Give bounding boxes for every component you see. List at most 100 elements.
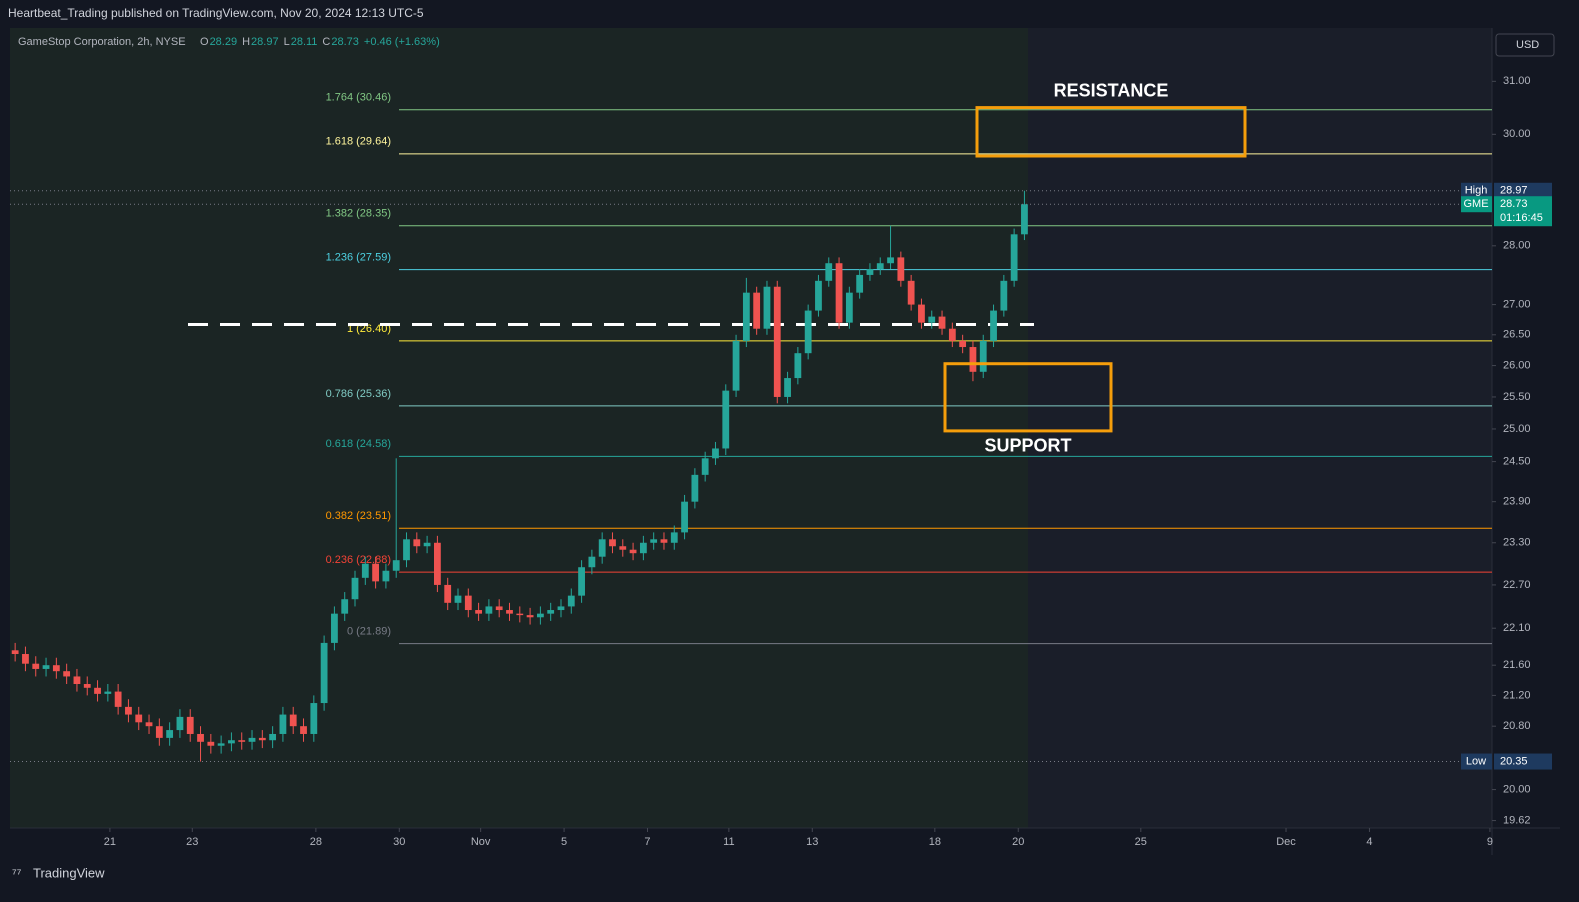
y-tick-label: 30.00 xyxy=(1503,128,1531,140)
candle-body xyxy=(1010,234,1018,281)
candle-body xyxy=(73,676,81,685)
candle-body xyxy=(536,613,544,618)
candle-body xyxy=(454,595,462,603)
fib-label: 0.618 (24.58) xyxy=(326,438,391,450)
candle-body xyxy=(269,733,277,741)
candle-body xyxy=(876,263,884,270)
ohlc-value: 28.97 xyxy=(251,36,279,48)
fib-label: 1.764 (30.46) xyxy=(326,92,391,104)
y-tick-label: 22.10 xyxy=(1503,622,1531,634)
candle-body xyxy=(279,714,287,734)
y-tick-label: 19.62 xyxy=(1503,814,1531,826)
ohlc-key: O xyxy=(200,36,209,48)
candle-body xyxy=(732,340,740,391)
candle-body xyxy=(887,257,894,264)
candle-body xyxy=(547,610,555,614)
tag-box xyxy=(1494,196,1552,227)
candle-body xyxy=(1021,204,1028,235)
candle-body xyxy=(969,347,977,372)
candle-body xyxy=(176,716,184,731)
candle-body xyxy=(52,665,60,672)
symbol: GameStop Corporation, 2h, NYSE xyxy=(18,36,186,48)
x-tick-label: 13 xyxy=(806,836,818,848)
candle-body xyxy=(104,691,112,694)
y-tick-label: 27.00 xyxy=(1503,298,1531,310)
x-tick-label: Nov xyxy=(471,836,491,848)
candle-body xyxy=(155,726,163,738)
y-tick-label: 20.00 xyxy=(1503,783,1531,795)
zone-box xyxy=(975,106,1247,158)
candle-body xyxy=(63,671,71,677)
candle-body xyxy=(567,595,575,607)
x-tick-label: 18 xyxy=(929,836,941,848)
candle-body xyxy=(42,665,50,669)
x-tick-label: 20 xyxy=(1012,836,1024,848)
tag-value: 28.73 xyxy=(1500,198,1528,210)
candle-body xyxy=(784,378,791,397)
change: +0.46 (+1.63%) xyxy=(364,36,440,48)
candle-body xyxy=(186,716,194,734)
candle-body xyxy=(392,560,400,571)
candle-body xyxy=(475,610,482,614)
zone-label: SUPPORT xyxy=(984,436,1071,456)
candle-body xyxy=(742,292,750,341)
ohlc-value: 28.73 xyxy=(331,36,359,48)
x-tick-label: Dec xyxy=(1276,836,1296,848)
fib-label: 1.618 (29.64) xyxy=(326,136,391,148)
y-tick-label: 28.00 xyxy=(1503,240,1531,252)
tag-box xyxy=(1494,753,1552,770)
candle-body xyxy=(609,539,616,547)
candle-body xyxy=(794,353,802,379)
candle-body xyxy=(825,263,833,281)
candle-body xyxy=(1000,280,1008,311)
candle-body xyxy=(948,328,956,341)
candle-body xyxy=(588,556,596,568)
fib-label: 0.786 (25.36) xyxy=(326,388,391,400)
currency[interactable]: USD xyxy=(1516,39,1539,51)
candle-body xyxy=(434,542,441,585)
ohlc-value: 28.29 xyxy=(210,36,238,48)
candle-body xyxy=(866,269,874,275)
candle-body xyxy=(763,286,771,329)
candle-body xyxy=(691,474,699,502)
ohlc-value: 28.11 xyxy=(291,36,318,48)
candle-body xyxy=(382,570,390,582)
x-tick-label: 23 xyxy=(186,836,198,848)
candle-body xyxy=(681,501,688,533)
tag-label-box xyxy=(1461,182,1492,199)
brand: TradingView xyxy=(33,865,105,880)
candle-body xyxy=(938,316,946,329)
candle-body xyxy=(197,733,204,742)
candle-body xyxy=(22,654,29,664)
candle-body xyxy=(238,740,246,742)
ohlc-key: H xyxy=(242,36,250,48)
candle-body xyxy=(403,539,410,561)
ohlc-key: L xyxy=(284,36,290,48)
candle-body xyxy=(300,726,307,734)
candle-body xyxy=(145,722,153,727)
candle-body xyxy=(166,730,174,738)
candle-body xyxy=(320,642,328,704)
y-tick-label: 25.50 xyxy=(1503,391,1531,403)
candle-body xyxy=(114,691,122,707)
candle-body xyxy=(341,599,349,614)
candle-body xyxy=(372,563,380,582)
candle-body xyxy=(289,714,297,727)
candle-body xyxy=(228,740,235,744)
candle-body xyxy=(94,687,101,694)
candle-body xyxy=(856,274,864,293)
candle-body xyxy=(444,584,452,603)
candle-body xyxy=(670,532,678,543)
tag-value: 20.35 xyxy=(1500,755,1528,767)
x-tick-label: 7 xyxy=(644,836,650,848)
published: Heartbeat_Trading published on TradingVi… xyxy=(8,6,424,20)
currency-box[interactable] xyxy=(1495,33,1555,57)
candle-body xyxy=(578,567,585,596)
candle-body xyxy=(959,340,967,348)
candle-body xyxy=(815,280,822,311)
shaded-region xyxy=(10,28,1028,828)
candle-body xyxy=(351,577,359,600)
candle-body xyxy=(207,741,215,746)
x-tick-label: 28 xyxy=(310,836,322,848)
candle-body xyxy=(845,292,853,323)
